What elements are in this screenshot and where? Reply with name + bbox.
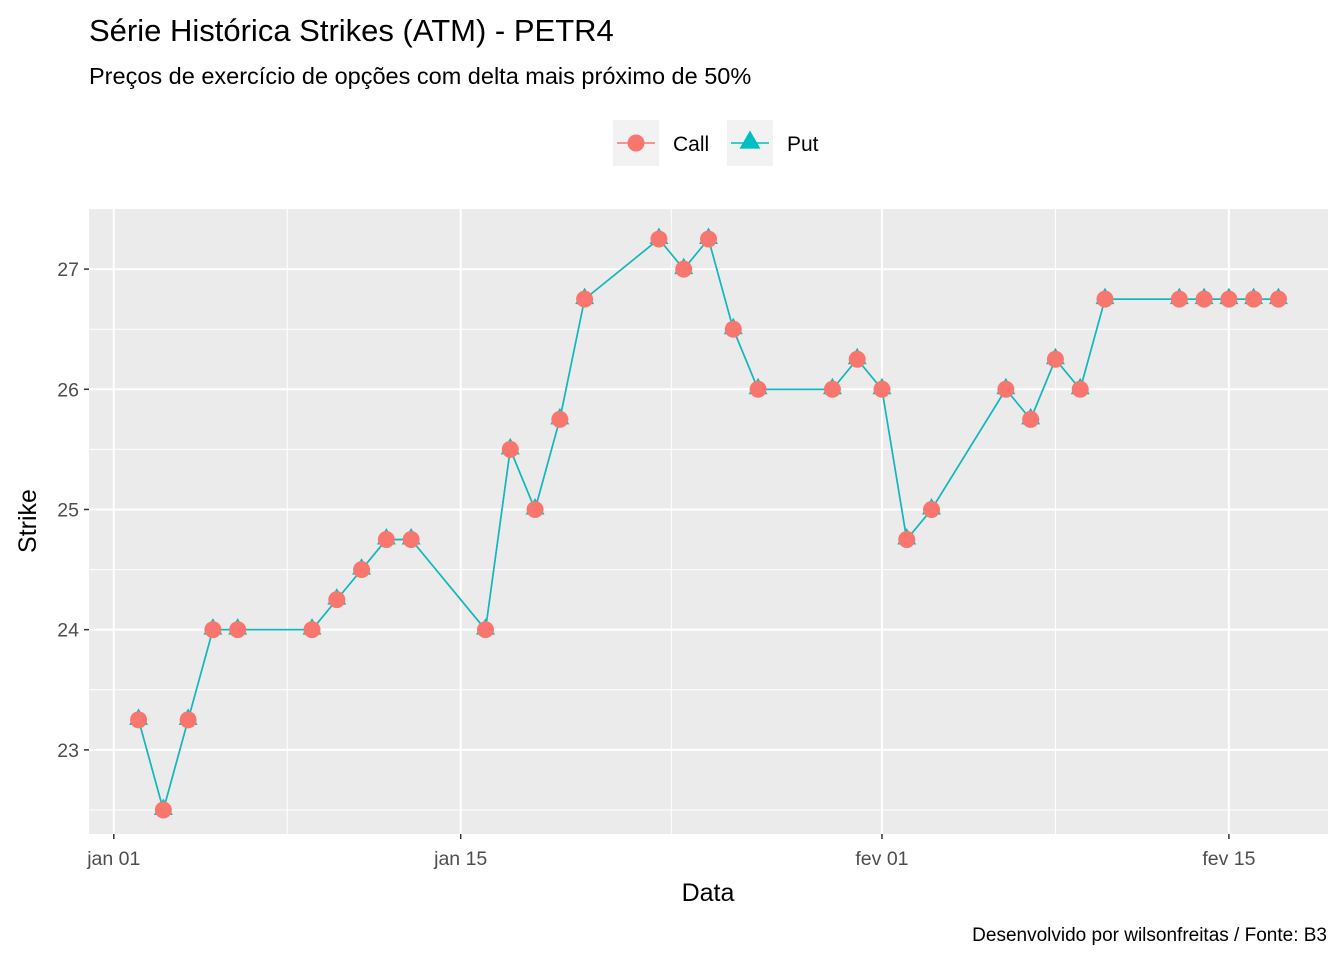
x-axis-title: Data [682,879,735,907]
x-tick-label: jan 01 [86,848,140,870]
call-point [1046,350,1064,368]
legend-key-circle-icon [627,134,645,152]
call-point [377,531,395,549]
call-point [501,440,519,458]
call-point [204,621,222,639]
call-point [154,801,172,819]
y-tick-label: 26 [57,379,79,401]
call-point [848,350,866,368]
x-tick-label: fev 15 [1202,848,1255,870]
call-point [873,380,891,398]
call-point [576,290,594,308]
call-point [1170,290,1188,308]
call-point [328,591,346,609]
legend-label: Put [787,133,819,156]
y-axis-title: Strike [14,489,42,553]
call-point [749,380,767,398]
call-point [130,711,148,729]
x-tick-label: jan 15 [433,848,487,870]
call-point [526,500,544,518]
call-point [402,531,420,549]
call-point [823,380,841,398]
ticks: 23 24 25 26 27 jan 01 jan 15 fev 01 fev 15 [57,259,1255,870]
call-point [179,711,197,729]
call-point [1195,290,1213,308]
call-point [700,230,717,248]
x-tick-label: fev 01 [855,848,908,870]
call-point [1220,290,1238,308]
call-point [650,230,668,248]
plot-panel [89,209,1328,834]
legend-key-triangle-icon [739,130,761,149]
call-point [353,561,371,579]
call-point [997,380,1015,398]
series-layer [129,227,1288,819]
call-point [229,621,247,639]
call-point [724,320,742,338]
call-point [1096,290,1114,308]
call-point [1022,410,1040,428]
call-point [1245,290,1263,308]
call-point [898,531,916,549]
call-point [1269,290,1287,308]
call-point [675,260,693,278]
legend-label: Call [673,133,709,156]
y-tick-label: 24 [57,620,79,642]
call-point [1071,380,1089,398]
call-point [551,410,569,428]
y-tick-label: 23 [57,740,79,762]
call-point [476,621,494,639]
call-point [923,500,941,518]
y-tick-label: 27 [57,259,79,281]
chart-title: Série Histórica Strikes (ATM) - PETR4 [89,13,614,48]
call-point [303,621,321,639]
chart-subtitle: Preços de exercício de opções com delta … [89,63,751,89]
legend: Call Put [613,120,819,166]
y-tick-label: 25 [57,499,79,521]
grid [89,209,1328,834]
caption: Desenvolvido por wilsonfreitas / Fonte: … [972,925,1327,946]
